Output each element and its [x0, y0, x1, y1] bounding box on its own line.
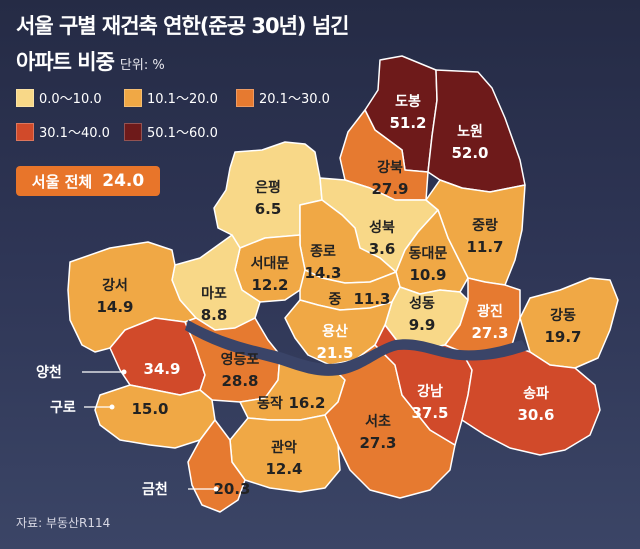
legend-label: 0.0～10.0 [39, 92, 102, 107]
label-yeongdeungpo-name: 영등포 [221, 351, 260, 368]
label-nowon-value: 52.0 [451, 144, 488, 162]
label-seongbuk-name: 성북 [369, 220, 395, 236]
label-gwangjin-name: 광진 [477, 303, 503, 320]
label-mapo-name: 마포 [201, 286, 227, 302]
label-dongdaemun-value: 10.9 [409, 266, 446, 284]
callouts: 양천 구로 금천 [36, 365, 219, 498]
label-seodaemun-name: 서대문 [251, 256, 290, 272]
district-gangdong[interactable] [519, 277, 619, 369]
legend-swatch [124, 88, 142, 107]
callout-guro: 구로 [50, 400, 76, 416]
label-seocho-value: 27.3 [359, 434, 396, 452]
label-songpa-name: 송파 [523, 386, 549, 402]
legend-swatch [16, 88, 34, 107]
label-seongdong-value: 9.9 [409, 316, 436, 334]
district-labels: 도봉 51.2 노원 52.0 강북 27.9 은평 6.5 성북 3.6 중랑… [96, 94, 581, 498]
label-seocho-name: 서초 [365, 414, 391, 430]
legend-item-20-30: 20.1～30.0 [236, 88, 330, 107]
legend-label: 10.1～20.0 [147, 92, 218, 107]
map-title-text: 아파트 비중 [16, 50, 115, 74]
legend-swatch [16, 122, 34, 141]
legend-item-50-60: 50.1～60.0 [124, 122, 218, 141]
total-value: 24.0 [102, 171, 145, 191]
label-seodaemun-value: 12.2 [251, 276, 288, 294]
legend-label: 30.1～40.0 [39, 126, 110, 141]
han-river [185, 320, 528, 376]
label-yeongdeungpo-value: 28.8 [221, 372, 258, 390]
label-jongno-name: 종로 [310, 244, 336, 260]
label-nowon-name: 노원 [457, 124, 483, 140]
source-credit: 자료: 부동산R114 [16, 516, 111, 530]
map-title-line1: 서울 구별 재건축 연한(준공 30년) 넘긴 [16, 14, 349, 38]
label-jongno-value: 14.3 [304, 264, 341, 282]
label-gangbuk-name: 강북 [377, 159, 403, 176]
label-gangseo-value: 14.9 [96, 298, 133, 316]
callout-yangcheon: 양천 [36, 365, 62, 381]
legend-item-10-20: 10.1～20.0 [124, 88, 218, 107]
legend-label: 50.1～60.0 [147, 126, 218, 141]
label-yongsan-value: 21.5 [316, 344, 353, 362]
label-dobong-name: 도봉 [395, 94, 421, 110]
label-mapo-value: 8.8 [201, 306, 228, 324]
seoul-total-badge: 서울 전체 24.0 [16, 166, 160, 196]
label-jung-value: 11.3 [353, 290, 390, 308]
label-seongbuk-value: 3.6 [369, 240, 396, 258]
legend-swatch [236, 88, 254, 107]
legend-item-30-40: 30.1～40.0 [16, 122, 110, 141]
label-seongdong-name: 성동 [409, 296, 435, 312]
label-songpa-value: 30.6 [517, 406, 554, 424]
label-dongdaemun-name: 동대문 [409, 246, 448, 262]
label-gangnam-value: 37.5 [411, 404, 448, 422]
label-dongjak-value: 16.2 [288, 394, 325, 412]
legend-item-0-10: 0.0～10.0 [16, 88, 102, 107]
label-gwangjin-value: 27.3 [471, 324, 508, 342]
label-guro-value: 15.0 [131, 400, 168, 418]
total-label: 서울 전체 [31, 172, 93, 191]
label-gwanak-name: 관악 [271, 439, 297, 456]
label-jungnang-value: 11.7 [466, 238, 503, 256]
label-gangdong-value: 19.7 [544, 328, 581, 346]
label-gangseo-name: 강서 [102, 277, 128, 294]
callout-geumcheon: 금천 [142, 482, 168, 498]
map-title-line2: 아파트 비중 단위: % [16, 46, 165, 76]
label-gangdong-name: 강동 [550, 307, 576, 324]
label-jung-name: 중 [329, 292, 342, 308]
label-gangnam-name: 강남 [417, 383, 443, 400]
label-yangcheon-value: 34.9 [143, 360, 180, 378]
legend-label: 20.1～30.0 [259, 92, 330, 107]
unit-label: 단위: % [119, 58, 165, 73]
label-eunpyeong-value: 6.5 [255, 200, 282, 218]
label-eunpyeong-name: 은평 [255, 179, 281, 196]
label-gwanak-value: 12.4 [265, 460, 302, 478]
legend-swatch [124, 122, 142, 141]
label-jungnang-name: 중랑 [472, 218, 498, 234]
label-dobong-value: 51.2 [389, 114, 426, 132]
label-gangbuk-value: 27.9 [371, 180, 408, 198]
label-geumcheon-value: 20.3 [213, 480, 250, 498]
label-yongsan-name: 용산 [322, 323, 348, 340]
label-dongjak-name: 동작 [257, 395, 283, 412]
